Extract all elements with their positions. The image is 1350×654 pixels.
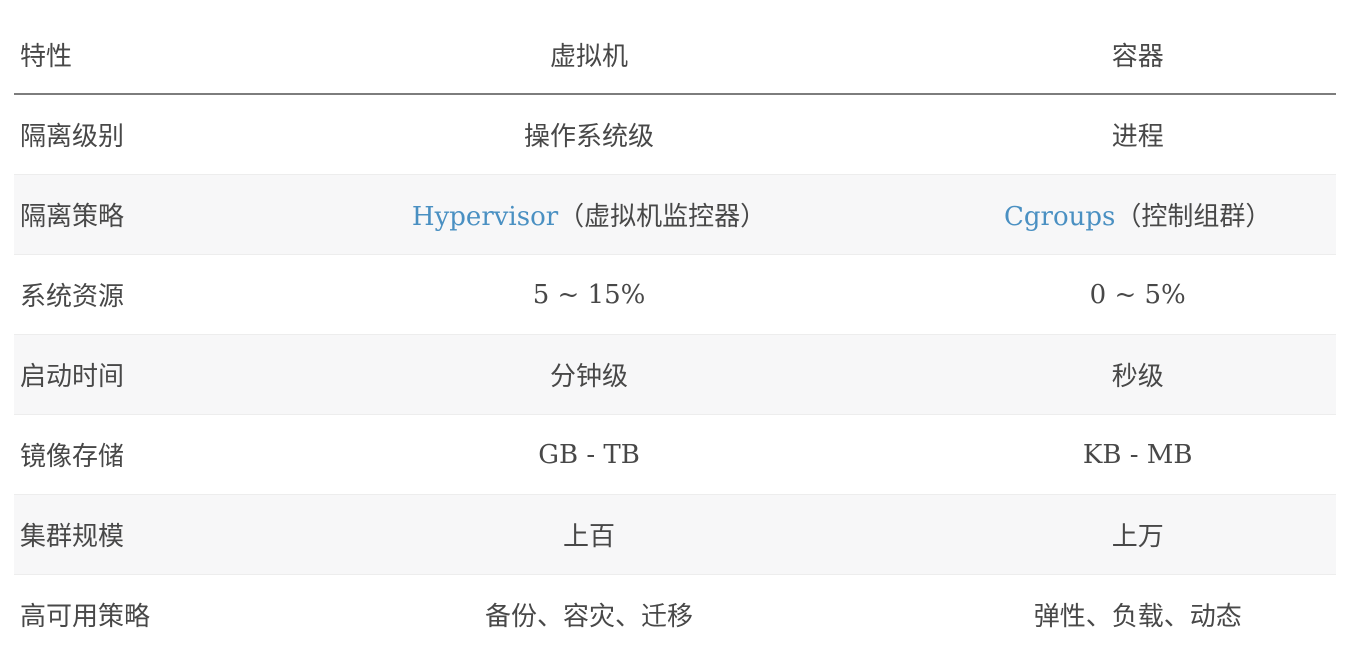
cell-feature: 隔离策略 [20, 202, 125, 232]
table-row: 隔离级别 操作系统级 进程 [14, 94, 1336, 175]
cell-vm: 备份、容灾、迁移 [485, 602, 694, 632]
table-row: 系统资源 5 ~ 15% 0 ~ 5% [14, 254, 1336, 335]
table-header: 特性 虚拟机 容器 [14, 24, 1336, 94]
hypervisor-link[interactable]: Hypervisor [411, 202, 559, 232]
cell-container: Cgroups（控制组群） [939, 175, 1336, 255]
table-row: 启动时间 分钟级 秒级 [14, 334, 1336, 415]
header-container: 容器 [1111, 42, 1164, 72]
cell-container: 0 ~ 5% [1089, 279, 1186, 310]
cell-feature: 启动时间 [20, 362, 125, 392]
vm-vs-container-table: 特性 虚拟机 容器 隔离级别 操作系统级 进程 隔离策略 Hypervisor（… [14, 24, 1336, 654]
header-row: 特性 虚拟机 容器 [14, 24, 1336, 94]
cell-feature: 集群规模 [20, 522, 125, 552]
table-row: 隔离策略 Hypervisor（虚拟机监控器） Cgroups（控制组群） [14, 174, 1336, 255]
cell-vm: 上百 [563, 522, 616, 552]
cell-container: 弹性、负载、动态 [1033, 602, 1242, 632]
header-feature: 特性 [20, 42, 73, 72]
table-row: 高可用策略 备份、容灾、迁移 弹性、负载、动态 [14, 574, 1336, 654]
cgroups-link[interactable]: Cgroups [1004, 202, 1116, 232]
table-row: 镜像存储 GB - TB KB - MB [14, 414, 1336, 495]
cell-vm-suffix: （虚拟机监控器） [558, 202, 767, 232]
cell-vm: 操作系统级 [524, 122, 655, 152]
cell-feature: 隔离级别 [20, 122, 125, 152]
cell-feature: 镜像存储 [20, 442, 125, 472]
cell-container: 进程 [1111, 122, 1164, 152]
cell-container: 上万 [1111, 522, 1164, 552]
cell-vm: 分钟级 [550, 362, 629, 392]
cell-vm: 5 ~ 15% [532, 279, 646, 310]
header-vm: 虚拟机 [550, 42, 629, 72]
cell-container: KB - MB [1082, 439, 1193, 470]
cell-feature: 高可用策略 [20, 602, 151, 632]
cell-vm: Hypervisor（虚拟机监控器） [239, 175, 940, 255]
cell-feature: 系统资源 [20, 282, 125, 312]
cell-container-suffix: （控制组群） [1115, 202, 1272, 232]
table-row: 集群规模 上百 上万 [14, 494, 1336, 575]
cell-vm: GB - TB [538, 439, 640, 470]
cell-container: 秒级 [1111, 362, 1164, 392]
